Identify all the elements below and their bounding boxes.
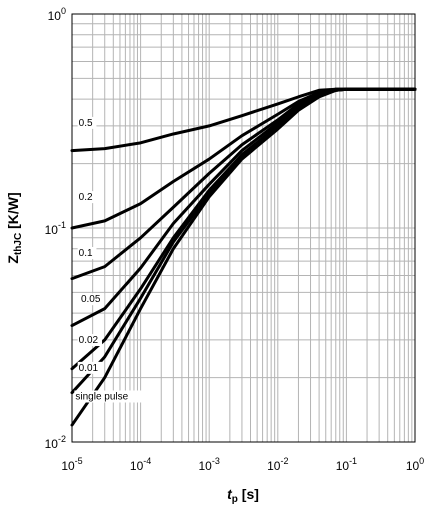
x-axis-title: tp [s]	[227, 486, 259, 505]
curve-label: 0.2	[79, 192, 93, 203]
curve-label-background	[77, 334, 103, 347]
x-tick-labels: 10-5 10-4 10-3 10-2 10-1 100	[61, 456, 424, 473]
x-tick-label: 10-2	[267, 456, 288, 473]
curve-label-background	[77, 246, 97, 259]
grid	[71, 14, 415, 443]
curve-label: 0.02	[79, 335, 99, 346]
curve-label: 0.5	[79, 118, 93, 129]
y-tick-labels: 10-2 10-1 100	[45, 6, 66, 451]
curve-label-background	[77, 116, 97, 129]
y-axis-title-unit: [K/W]	[5, 192, 21, 232]
curve-labels: 0.5 0.2 0.1 0.05 0.02 0.01 single pulse	[74, 116, 144, 403]
curve-label-background	[77, 191, 97, 204]
curve-label: single pulse	[75, 391, 128, 402]
y-tick-label: 100	[48, 6, 66, 23]
curve-label-background	[74, 390, 144, 403]
x-tick-label: 10-3	[199, 456, 220, 473]
x-tick-label: 10-5	[61, 456, 82, 473]
curve-label: 0.01	[79, 363, 99, 374]
x-tick-label: 100	[406, 456, 424, 473]
x-axis-title-sub: p	[232, 494, 238, 505]
curve-label-background	[77, 361, 103, 374]
y-axis-title-main: Z	[5, 255, 21, 264]
curve-label: 0.05	[81, 294, 101, 305]
y-tick-label: 10-2	[45, 434, 66, 451]
y-axis-title: ZthJC [K/W]	[5, 192, 24, 263]
x-axis-title-unit: [s]	[238, 486, 259, 502]
y-axis-title-sub: thJC	[13, 233, 24, 255]
y-tick-label: 10-1	[45, 220, 66, 237]
series-line-single-pulse	[70, 87, 417, 427]
series-group	[70, 87, 417, 427]
x-tick-label: 10-4	[130, 456, 151, 473]
x-tick-label: 10-1	[336, 456, 357, 473]
plot-frame	[71, 13, 416, 443]
curve-label-background	[79, 293, 105, 306]
curve-label: 0.1	[79, 248, 93, 259]
x-axis-title-main: t	[227, 486, 233, 502]
